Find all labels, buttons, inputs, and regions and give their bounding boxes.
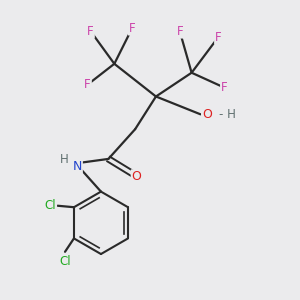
Text: F: F	[221, 81, 228, 94]
Text: Cl: Cl	[44, 199, 56, 212]
Text: F: F	[129, 22, 136, 34]
Text: - H: - H	[219, 108, 236, 121]
Text: F: F	[84, 78, 91, 91]
Text: Cl: Cl	[59, 255, 71, 268]
Text: N: N	[73, 160, 82, 173]
Text: O: O	[132, 170, 142, 183]
Text: O: O	[202, 108, 212, 121]
Text: H: H	[60, 153, 69, 166]
Text: F: F	[87, 25, 94, 38]
Text: F: F	[215, 31, 222, 44]
Text: F: F	[176, 25, 183, 38]
